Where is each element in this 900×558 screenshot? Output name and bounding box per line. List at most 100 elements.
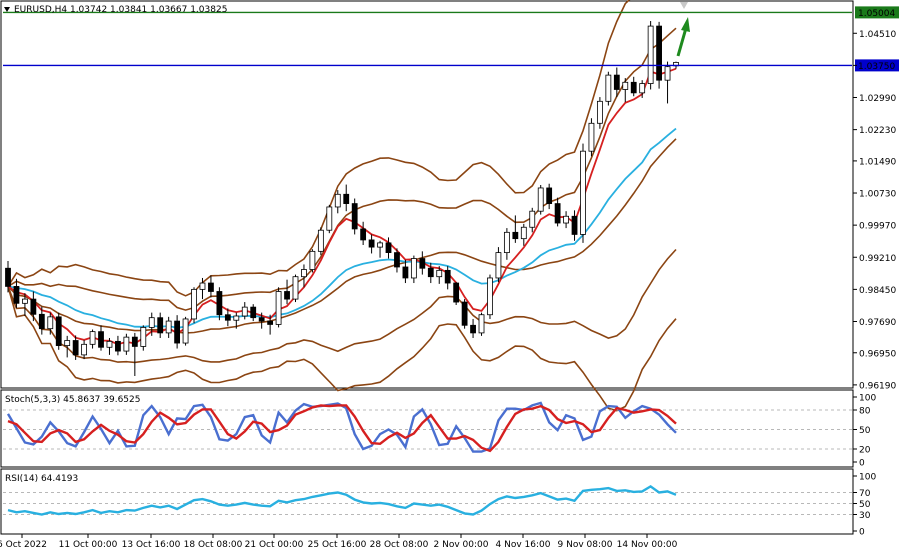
candle [165,316,172,338]
candle-body [639,83,646,94]
price-tick-label: 1.00730 [859,190,896,200]
candle-body [301,269,307,278]
candle [385,237,392,259]
candle-body [174,320,181,344]
candle-body [98,331,104,348]
bollinger-middle [7,138,677,334]
candle-body [427,267,434,278]
candle [605,71,612,106]
date-tick-label: 11 Oct 00:00 [59,540,118,550]
rsi-panel [0,468,854,535]
candle [267,314,274,335]
candle-body [647,25,654,84]
candle-body [199,282,206,290]
candle [630,76,637,97]
candle-body [22,298,28,304]
candle-body [453,282,460,303]
price-highlight-label: 1.05004 [858,9,895,19]
candle-body [241,306,248,317]
candle [394,248,400,273]
up-arrow-annotation[interactable] [676,17,690,57]
candle-body [343,193,350,204]
candle-body [47,316,54,330]
candle [55,312,62,350]
horizontal-lines[interactable]: 1.05004 1.03750 [3,6,899,72]
candle [453,282,460,306]
candle-body [157,317,164,334]
candle [241,302,248,320]
candle-body [495,252,502,279]
candle-body [588,122,595,152]
candle-body [385,242,392,254]
candle [98,325,104,351]
candle-body [64,340,71,346]
candle-body [368,239,375,248]
candle [22,293,28,317]
candle [301,264,307,288]
candle [309,249,316,273]
date-tick-label: 21 Oct 00:00 [245,540,304,550]
rsi-line [3,484,852,516]
candle [334,190,341,214]
price-tick-label: 0.96950 [859,349,896,359]
rsi-tick-label: 30 [859,511,871,521]
candle [233,312,240,329]
candle-body [410,258,417,279]
candle-body [377,242,383,248]
candle-body [233,315,240,321]
candle [199,277,206,300]
stoch-tick-label: 50 [859,426,871,436]
candle [571,210,578,241]
candle-body [334,193,341,208]
candle-body [258,317,265,322]
candle-body [470,324,476,334]
bollinger-outer-upper [7,0,631,297]
candle-body [13,286,20,304]
candle-body [72,340,79,356]
candle [326,204,333,234]
candle [461,299,468,329]
price-highlight [855,59,899,72]
collapse-triangle-icon[interactable] [4,7,10,12]
candle [216,287,223,321]
stochastic-panel [0,389,854,468]
candle [419,251,426,275]
candle-body [182,318,189,344]
candle-body [140,327,147,347]
candle-body [402,266,409,279]
price-tick-label: 0.98450 [859,286,896,296]
price-tick-label: 1.01490 [859,157,896,167]
date-tick-label: 18 Oct 08:00 [184,540,243,550]
candle [38,306,45,335]
date-tick-label: 9 Nov 08:00 [558,540,613,550]
candle [503,228,510,260]
candle-body [115,340,121,352]
candle-body [317,229,324,252]
price-tick-label: 0.97690 [859,318,896,328]
candle [317,227,324,256]
candle-body [520,226,527,240]
candle [639,80,646,98]
candle-body [656,25,662,81]
candle [537,184,544,215]
date-tick-label: 6 Oct 2022 [0,540,47,550]
date-tick-label: 13 Oct 16:00 [122,540,181,550]
candle-body [529,210,536,228]
date-tick-label: 25 Oct 16:00 [308,540,367,550]
candle-body [326,206,333,231]
candle-body [208,282,214,292]
candle [351,198,358,235]
candle [436,266,443,284]
candle [563,211,569,229]
candle [284,279,290,305]
candle [478,312,485,336]
candle-body [554,203,561,224]
rsi-tick-label: 50 [859,500,871,510]
candle [647,21,654,90]
candle [191,287,197,324]
stoch-tick-label: 100 [859,394,876,404]
candle-body [537,187,544,212]
candle-body [165,320,172,334]
price-tick-label: 0.99210 [859,254,896,264]
price-highlight-label: 1.03750 [858,62,895,72]
